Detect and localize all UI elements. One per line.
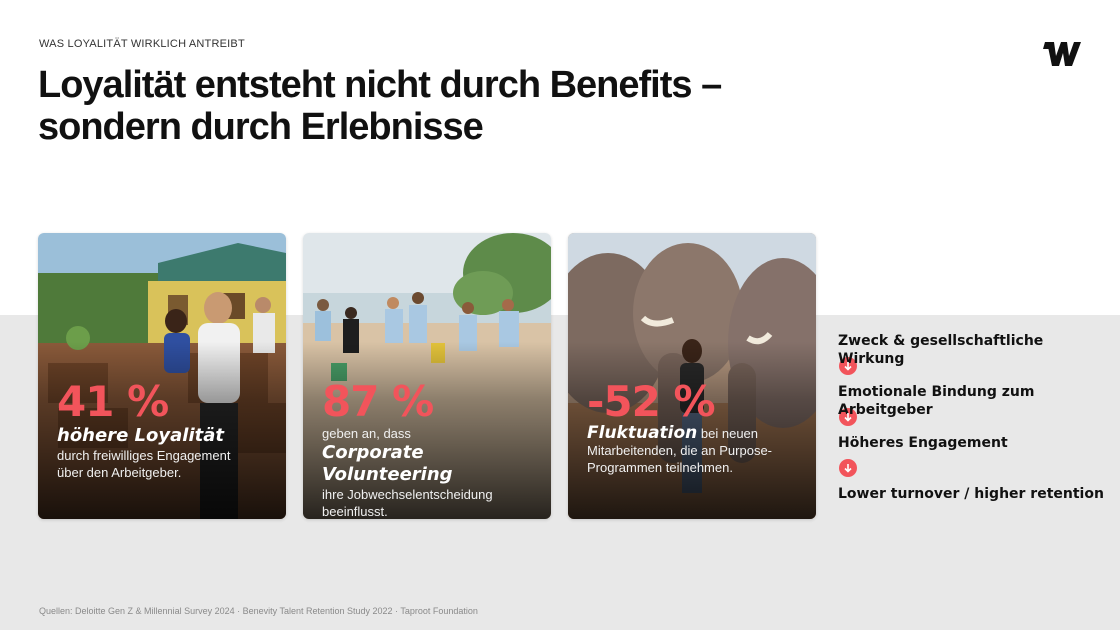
title-line-1: Loyalität entsteht nicht durch Benefits … [38, 64, 722, 106]
stat-card-fluctuation: -52 % Fluktuation bei neuen Mitarbeitend… [568, 233, 816, 519]
card-overlay [38, 233, 286, 519]
eyebrow-label: WAS LOYALITÄT WIRKLICH ANTREIBT [39, 38, 245, 50]
w-logo-icon [1043, 42, 1081, 66]
stat-card-volunteering: 87 % geben an, dass Corporate Volunteeri… [303, 233, 551, 519]
stat-desc-line-1: durch freiwilliges Engagement [57, 448, 231, 463]
arrow-down-icon [839, 408, 857, 426]
stat-desc-line-2: Programmen teilnehmen. [587, 460, 733, 475]
flow-step-purpose: Zweck & gesellschaftliche Wirkung [838, 333, 1044, 367]
stat-pre-text: geben an, dass [322, 426, 411, 441]
flow-step-engagement: Höheres Engagement [838, 435, 1008, 451]
flow-step-bonding: Emotionale Bindung zum Arbeitgeber [838, 384, 1035, 418]
stat-lead: höhere Loyalität [57, 425, 224, 446]
title-line-2: sondern durch Erlebnisse [38, 106, 484, 148]
stat-desc-line-1: ihre Jobwechselentscheidung [322, 487, 493, 502]
card-overlay [303, 233, 551, 519]
stat-lead: Fluktuation [587, 423, 698, 443]
card-text: 41 % höhere Loyalität durch freiwilliges… [57, 379, 274, 481]
stat-value: 87 % [322, 377, 434, 426]
arrow-down-icon [839, 459, 857, 477]
card-text: 87 % geben an, dass Corporate Volunteeri… [322, 377, 539, 520]
stat-card-loyalty: 41 % höhere Loyalität durch freiwilliges… [38, 233, 286, 519]
page-title: Loyalität entsteht nicht durch Benefits … [38, 64, 858, 148]
stat-value: -52 % [587, 377, 716, 426]
stat-desc-line-2: beeinflusst. [322, 504, 388, 519]
stat-desc-line-2: über den Arbeitgeber. [57, 465, 182, 480]
stat-desc-line-1: Mitarbeitenden, die an Purpose- [587, 443, 773, 458]
stat-value: 41 % [57, 377, 169, 426]
stat-lead: Corporate Volunteering [322, 442, 453, 485]
card-text: -52 % Fluktuation bei neuen Mitarbeitend… [587, 379, 804, 476]
source-footnote: Quellen: Deloitte Gen Z & Millennial Sur… [39, 606, 478, 616]
flow-step-retention: Lower turnover / higher retention [838, 486, 1104, 502]
arrow-down-icon [839, 357, 857, 375]
stat-lead-row: Fluktuation bei neuen [587, 425, 804, 442]
card-overlay [568, 233, 816, 519]
stat-lead-suffix: bei neuen [697, 426, 759, 441]
impact-flow: Zweck & gesellschaftliche Wirkung Emotio… [838, 332, 1108, 503]
